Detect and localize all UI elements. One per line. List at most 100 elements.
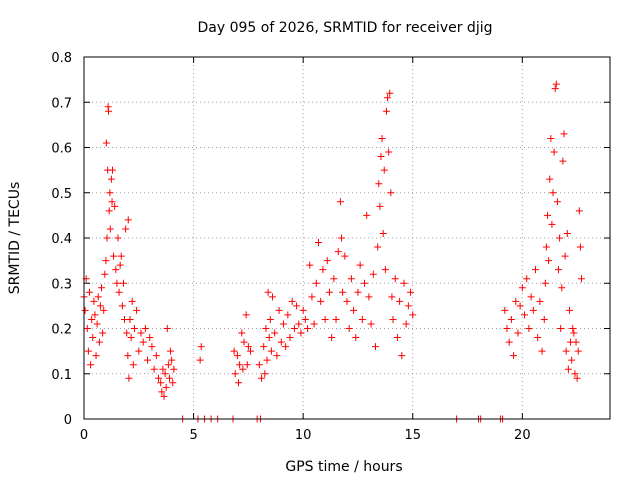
- data-point: [161, 370, 169, 378]
- data-point: [236, 361, 244, 369]
- data-point: [547, 134, 555, 142]
- data-point: [239, 365, 247, 373]
- data-point: [103, 234, 111, 242]
- axis-ticks: 0 5 10 15 20 0 0.1 0.2 0.3 0.4 0.5 0.6 0.7 0.8: [51, 51, 610, 443]
- data-point: [162, 383, 170, 391]
- data-point: [197, 343, 205, 351]
- y-tick-label: 0.2: [51, 323, 72, 338]
- data-point: [160, 392, 168, 400]
- y-tick-label: 0: [64, 413, 72, 428]
- data-point: [339, 288, 347, 296]
- data-point: [247, 347, 255, 355]
- data-point: [559, 157, 567, 165]
- data-point: [108, 166, 116, 174]
- y-tick-label: 0.3: [51, 277, 72, 292]
- data-point: [552, 80, 560, 88]
- data-point: [167, 347, 175, 355]
- data-point: [107, 175, 115, 183]
- data-point: [551, 85, 559, 93]
- data-point: [507, 315, 515, 323]
- data-point: [100, 306, 108, 314]
- data-point: [101, 270, 109, 278]
- data-point: [92, 352, 100, 360]
- data-point: [377, 153, 385, 161]
- data-point: [117, 252, 125, 260]
- data-point: [94, 293, 102, 301]
- data-point: [125, 374, 133, 382]
- data-point: [108, 198, 116, 206]
- data-point: [527, 293, 535, 301]
- y-tick-label: 0.1: [51, 368, 72, 383]
- data-point: [286, 334, 294, 342]
- data-point: [576, 243, 584, 251]
- data-point: [81, 306, 89, 314]
- data-point: [514, 329, 522, 337]
- data-point: [328, 334, 336, 342]
- data-point: [95, 338, 103, 346]
- data-point: [163, 325, 171, 332]
- data-point: [267, 347, 275, 355]
- data-point: [365, 293, 373, 301]
- data-point: [244, 343, 252, 351]
- data-point: [361, 279, 369, 287]
- data-point: [568, 356, 576, 364]
- data-point: [570, 329, 578, 337]
- data-point: [105, 107, 113, 115]
- data-point: [168, 356, 176, 364]
- data-point: [352, 334, 360, 342]
- data-point: [388, 293, 396, 301]
- data-point: [564, 365, 572, 373]
- data-point: [400, 279, 408, 287]
- data-point: [319, 266, 327, 274]
- data-point: [139, 338, 147, 346]
- data-point: [297, 329, 305, 337]
- data-point: [135, 347, 143, 355]
- data-point: [255, 361, 263, 369]
- data-point: [363, 211, 371, 219]
- data-point: [165, 374, 173, 382]
- data-point: [84, 347, 92, 355]
- data-point: [99, 329, 107, 337]
- data-point: [312, 279, 320, 287]
- data-point: [334, 248, 342, 256]
- data-point: [542, 243, 550, 251]
- data-point: [277, 338, 285, 346]
- data-point: [146, 334, 154, 342]
- data-point: [273, 352, 281, 360]
- data-point: [356, 261, 364, 269]
- data-point: [396, 297, 404, 305]
- data-point: [338, 234, 346, 242]
- data-points: [80, 80, 586, 423]
- data-point: [531, 266, 539, 274]
- data-point: [546, 175, 554, 183]
- data-point: [560, 130, 568, 138]
- data-point: [325, 288, 333, 296]
- data-point: [288, 297, 296, 305]
- data-point: [93, 320, 101, 328]
- data-point: [549, 189, 557, 197]
- data-point: [266, 315, 274, 323]
- data-point: [385, 148, 393, 156]
- data-point: [323, 257, 331, 265]
- data-point: [282, 343, 290, 351]
- data-point: [310, 320, 318, 328]
- data-point: [119, 279, 127, 287]
- data-point: [231, 370, 239, 378]
- y-tick-label: 0.7: [51, 96, 72, 111]
- data-point: [196, 356, 204, 364]
- data-point: [521, 311, 529, 319]
- data-point: [116, 261, 124, 269]
- data-point: [387, 189, 395, 197]
- data-point: [261, 370, 269, 378]
- data-point: [375, 180, 383, 188]
- data-point: [122, 225, 130, 233]
- data-point: [505, 338, 513, 346]
- data-point: [137, 329, 145, 337]
- data-point: [557, 325, 565, 332]
- data-point: [306, 261, 314, 269]
- data-point: [501, 306, 509, 314]
- data-point: [115, 288, 123, 296]
- data-point: [554, 266, 562, 274]
- data-point: [565, 306, 573, 314]
- y-tick-label: 0.4: [51, 232, 72, 247]
